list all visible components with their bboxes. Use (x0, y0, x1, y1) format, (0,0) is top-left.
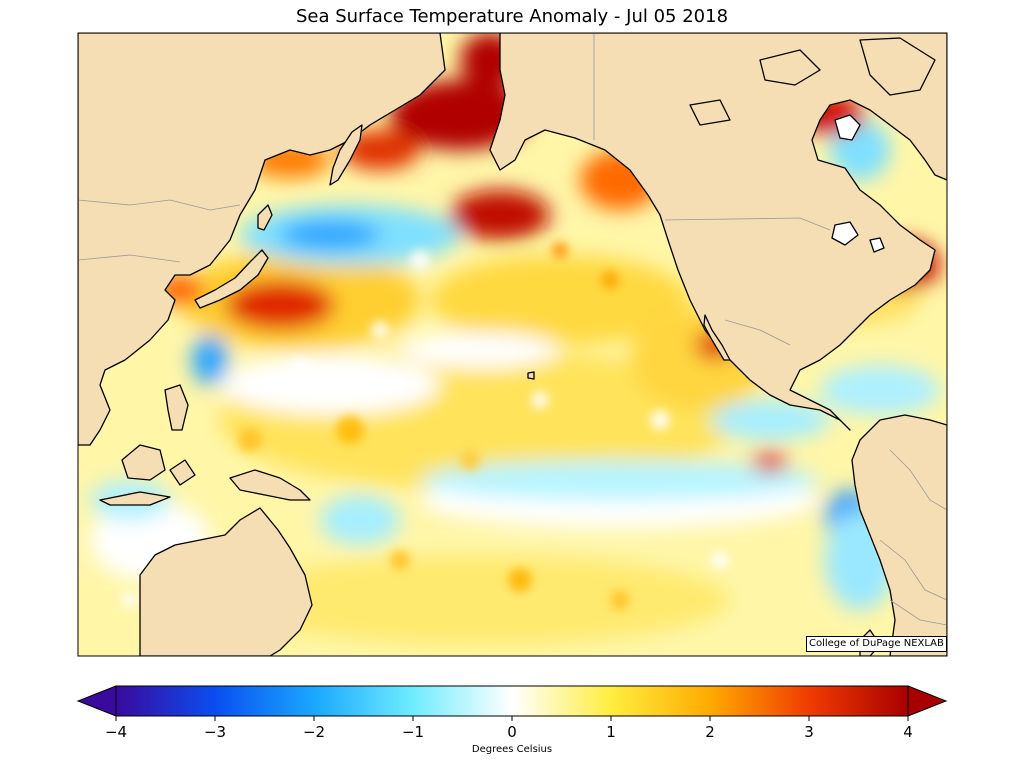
land (78, 33, 947, 656)
new-guinea (229, 469, 311, 501)
map-title: Sea Surface Temperature Anomaly - Jul 05… (295, 6, 729, 27)
colorbar-tick-label: −1 (401, 723, 425, 741)
colorbar-tick-label: 3 (804, 723, 814, 741)
colorbar-tick-label: 1 (606, 723, 616, 741)
colorbar-extend-low (76, 685, 117, 717)
sst-anomaly-map (77, 32, 948, 657)
australia-landmass (139, 507, 313, 656)
south-america-landmass (851, 414, 947, 656)
colorbar-tick-label: 4 (903, 723, 913, 741)
borneo (121, 444, 166, 481)
colorbar-extend-high (907, 685, 948, 717)
colorbar-tick-label: −4 (104, 723, 128, 741)
colorbar-unit-label: Degrees Celsius (471, 744, 553, 755)
colorbar-gradient (115, 685, 909, 717)
colorbar-tick-label: 2 (705, 723, 715, 741)
map-frame (77, 32, 948, 657)
kamchatka (329, 124, 363, 186)
colorbar-tick-label: 0 (507, 723, 517, 741)
colorbar-tick-label: −2 (302, 723, 326, 741)
japan (194, 249, 269, 309)
credit-label: College of DuPage NEXLAB (806, 636, 947, 652)
baja-california (703, 314, 731, 361)
colorbar-tick-label: −3 (203, 723, 227, 741)
north-america-landmass (489, 33, 947, 431)
borders (78, 33, 947, 626)
hawaii (527, 371, 535, 380)
